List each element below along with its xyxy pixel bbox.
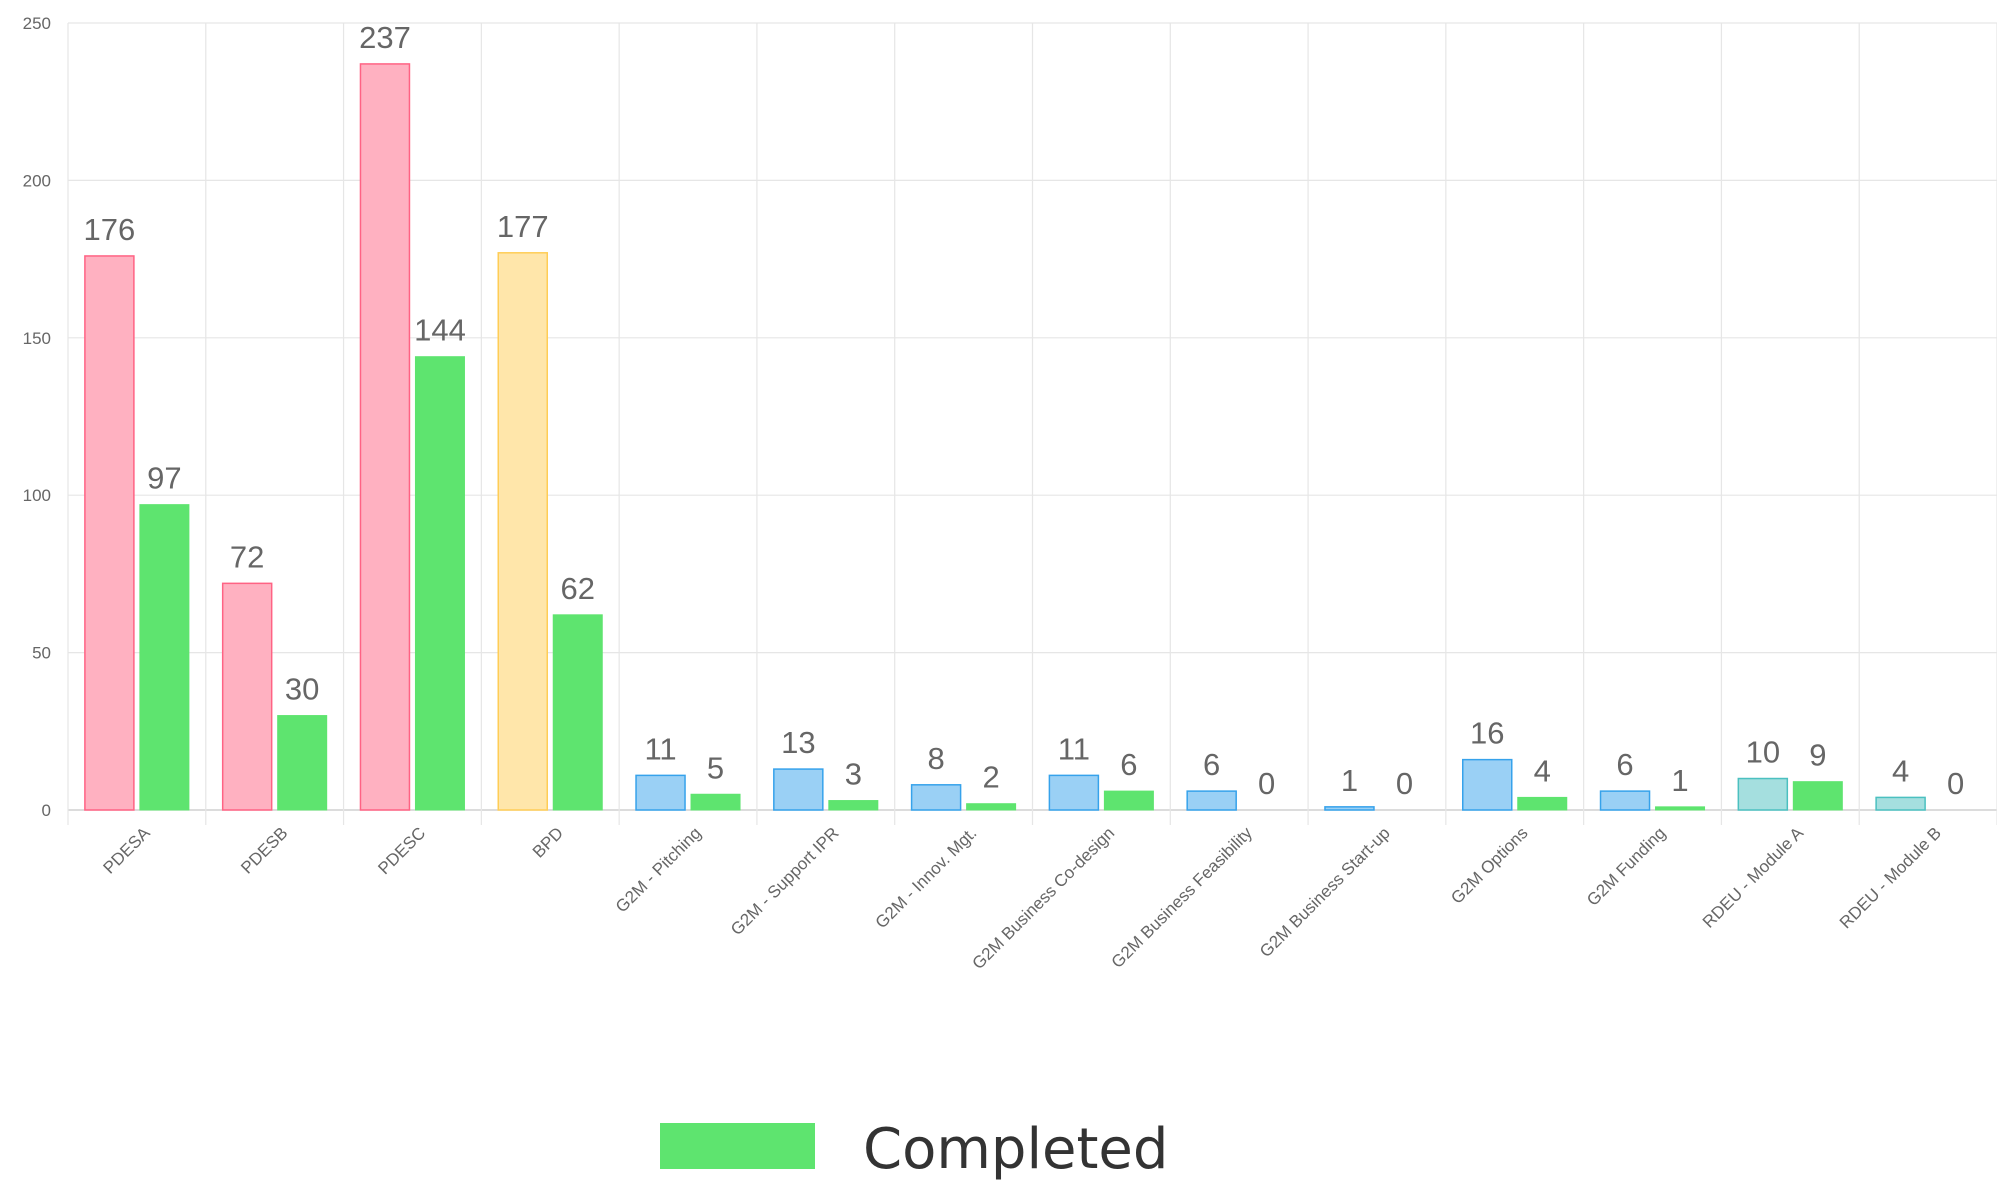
bar-series1[interactable]	[84, 255, 135, 811]
data-label-series1: 10	[1746, 735, 1780, 770]
x-tick-label: G2M Options	[1447, 823, 1531, 907]
bar-series1[interactable]	[635, 774, 686, 811]
data-label-completed: 4	[1534, 753, 1551, 788]
y-tick-label: 100	[23, 486, 51, 505]
bar-completed[interactable]	[1792, 781, 1843, 811]
bar-completed[interactable]	[277, 715, 328, 811]
x-tick-label: G2M - Support IPR	[727, 823, 843, 939]
grid-lines	[67, 22, 1997, 825]
x-tick-label: G2M Business Feasibility	[1108, 823, 1257, 972]
x-tick-label: PDESC	[374, 823, 429, 878]
bar-completed[interactable]	[966, 803, 1017, 811]
x-tick-label: G2M Business Start-up	[1256, 823, 1394, 961]
data-label-series1: 8	[927, 741, 944, 776]
y-tick-label: 50	[32, 644, 51, 663]
data-label-completed: 5	[707, 750, 724, 785]
data-label-series1: 177	[497, 209, 549, 244]
x-tick-label: PDESA	[100, 823, 155, 878]
data-label-series1: 237	[359, 20, 411, 55]
data-label-series1: 176	[84, 212, 136, 247]
data-label-completed: 144	[414, 313, 466, 348]
data-label-series1: 6	[1203, 747, 1220, 782]
data-label-series1: 13	[781, 725, 815, 760]
bar-completed[interactable]	[414, 356, 465, 811]
x-tick-label: BPD	[529, 823, 567, 861]
bar-completed[interactable]	[139, 504, 190, 811]
x-tick-label: RDEU - Module A	[1699, 823, 1808, 932]
x-tick-label: G2M Business Co-design	[968, 823, 1118, 973]
x-tick-label: G2M - Innov. Mgt.	[872, 823, 981, 932]
data-label-completed: 30	[285, 672, 319, 707]
bar-completed[interactable]	[828, 800, 879, 811]
legend-label-completed[interactable]: Completed	[863, 1117, 1168, 1181]
bar-series1[interactable]	[1737, 777, 1789, 811]
data-label-completed: 3	[845, 757, 862, 792]
bar-completed[interactable]	[1517, 796, 1568, 811]
y-tick-label: 200	[23, 171, 51, 190]
bars	[84, 63, 1926, 811]
y-tick-label: 250	[23, 14, 51, 33]
bar-series1[interactable]	[1599, 790, 1651, 811]
data-label-series1: 1	[1341, 763, 1358, 798]
bar-series1[interactable]	[1186, 790, 1237, 811]
bar-series1[interactable]	[1875, 796, 1926, 811]
data-label-completed: 6	[1120, 747, 1137, 782]
y-tick-label: 150	[23, 329, 51, 348]
data-label-series1: 6	[1616, 747, 1633, 782]
data-label-series1: 16	[1470, 716, 1504, 751]
x-axis-labels: PDESA PDESB PDESC BPD G2M - Pitching G2M - Su…	[100, 823, 1945, 973]
bar-completed[interactable]	[690, 793, 741, 811]
bar-completed[interactable]	[552, 614, 603, 811]
bar-completed[interactable]	[1655, 806, 1706, 811]
bar-series1[interactable]	[910, 784, 962, 811]
data-label-completed: 62	[561, 571, 595, 606]
bar-series1[interactable]	[1324, 806, 1375, 811]
data-label-completed: 0	[1258, 766, 1275, 801]
y-tick-label: 0	[42, 801, 51, 820]
bar-series1[interactable]	[359, 63, 411, 811]
bar-series1[interactable]	[1048, 774, 1100, 811]
data-label-completed: 2	[982, 760, 999, 795]
data-label-series1: 11	[644, 731, 676, 766]
x-tick-label: G2M Funding	[1583, 823, 1669, 909]
data-label-completed: 9	[1809, 738, 1826, 773]
bar-series1[interactable]	[773, 768, 824, 811]
data-label-series1: 11	[1058, 731, 1090, 766]
bar-series1[interactable]	[497, 252, 548, 811]
legend[interactable]: Completed	[660, 1117, 1168, 1181]
x-tick-label: PDESB	[237, 823, 291, 877]
data-label-completed: 1	[1671, 763, 1688, 798]
x-tick-label: RDEU - Module B	[1836, 823, 1945, 932]
x-tick-label: G2M - Pitching	[612, 823, 705, 916]
bar-completed[interactable]	[1103, 790, 1154, 811]
bar-series1[interactable]	[221, 582, 273, 811]
data-label-completed: 97	[147, 461, 181, 496]
data-label-series1: 4	[1892, 753, 1909, 788]
data-label-completed: 0	[1947, 766, 1964, 801]
data-label-series1: 72	[230, 539, 264, 574]
data-label-completed: 0	[1396, 766, 1413, 801]
y-axis-ticks: 0 50 100 150 200 250	[23, 14, 51, 820]
legend-swatch-completed[interactable]	[660, 1123, 815, 1169]
bar-series1[interactable]	[1462, 758, 1513, 811]
